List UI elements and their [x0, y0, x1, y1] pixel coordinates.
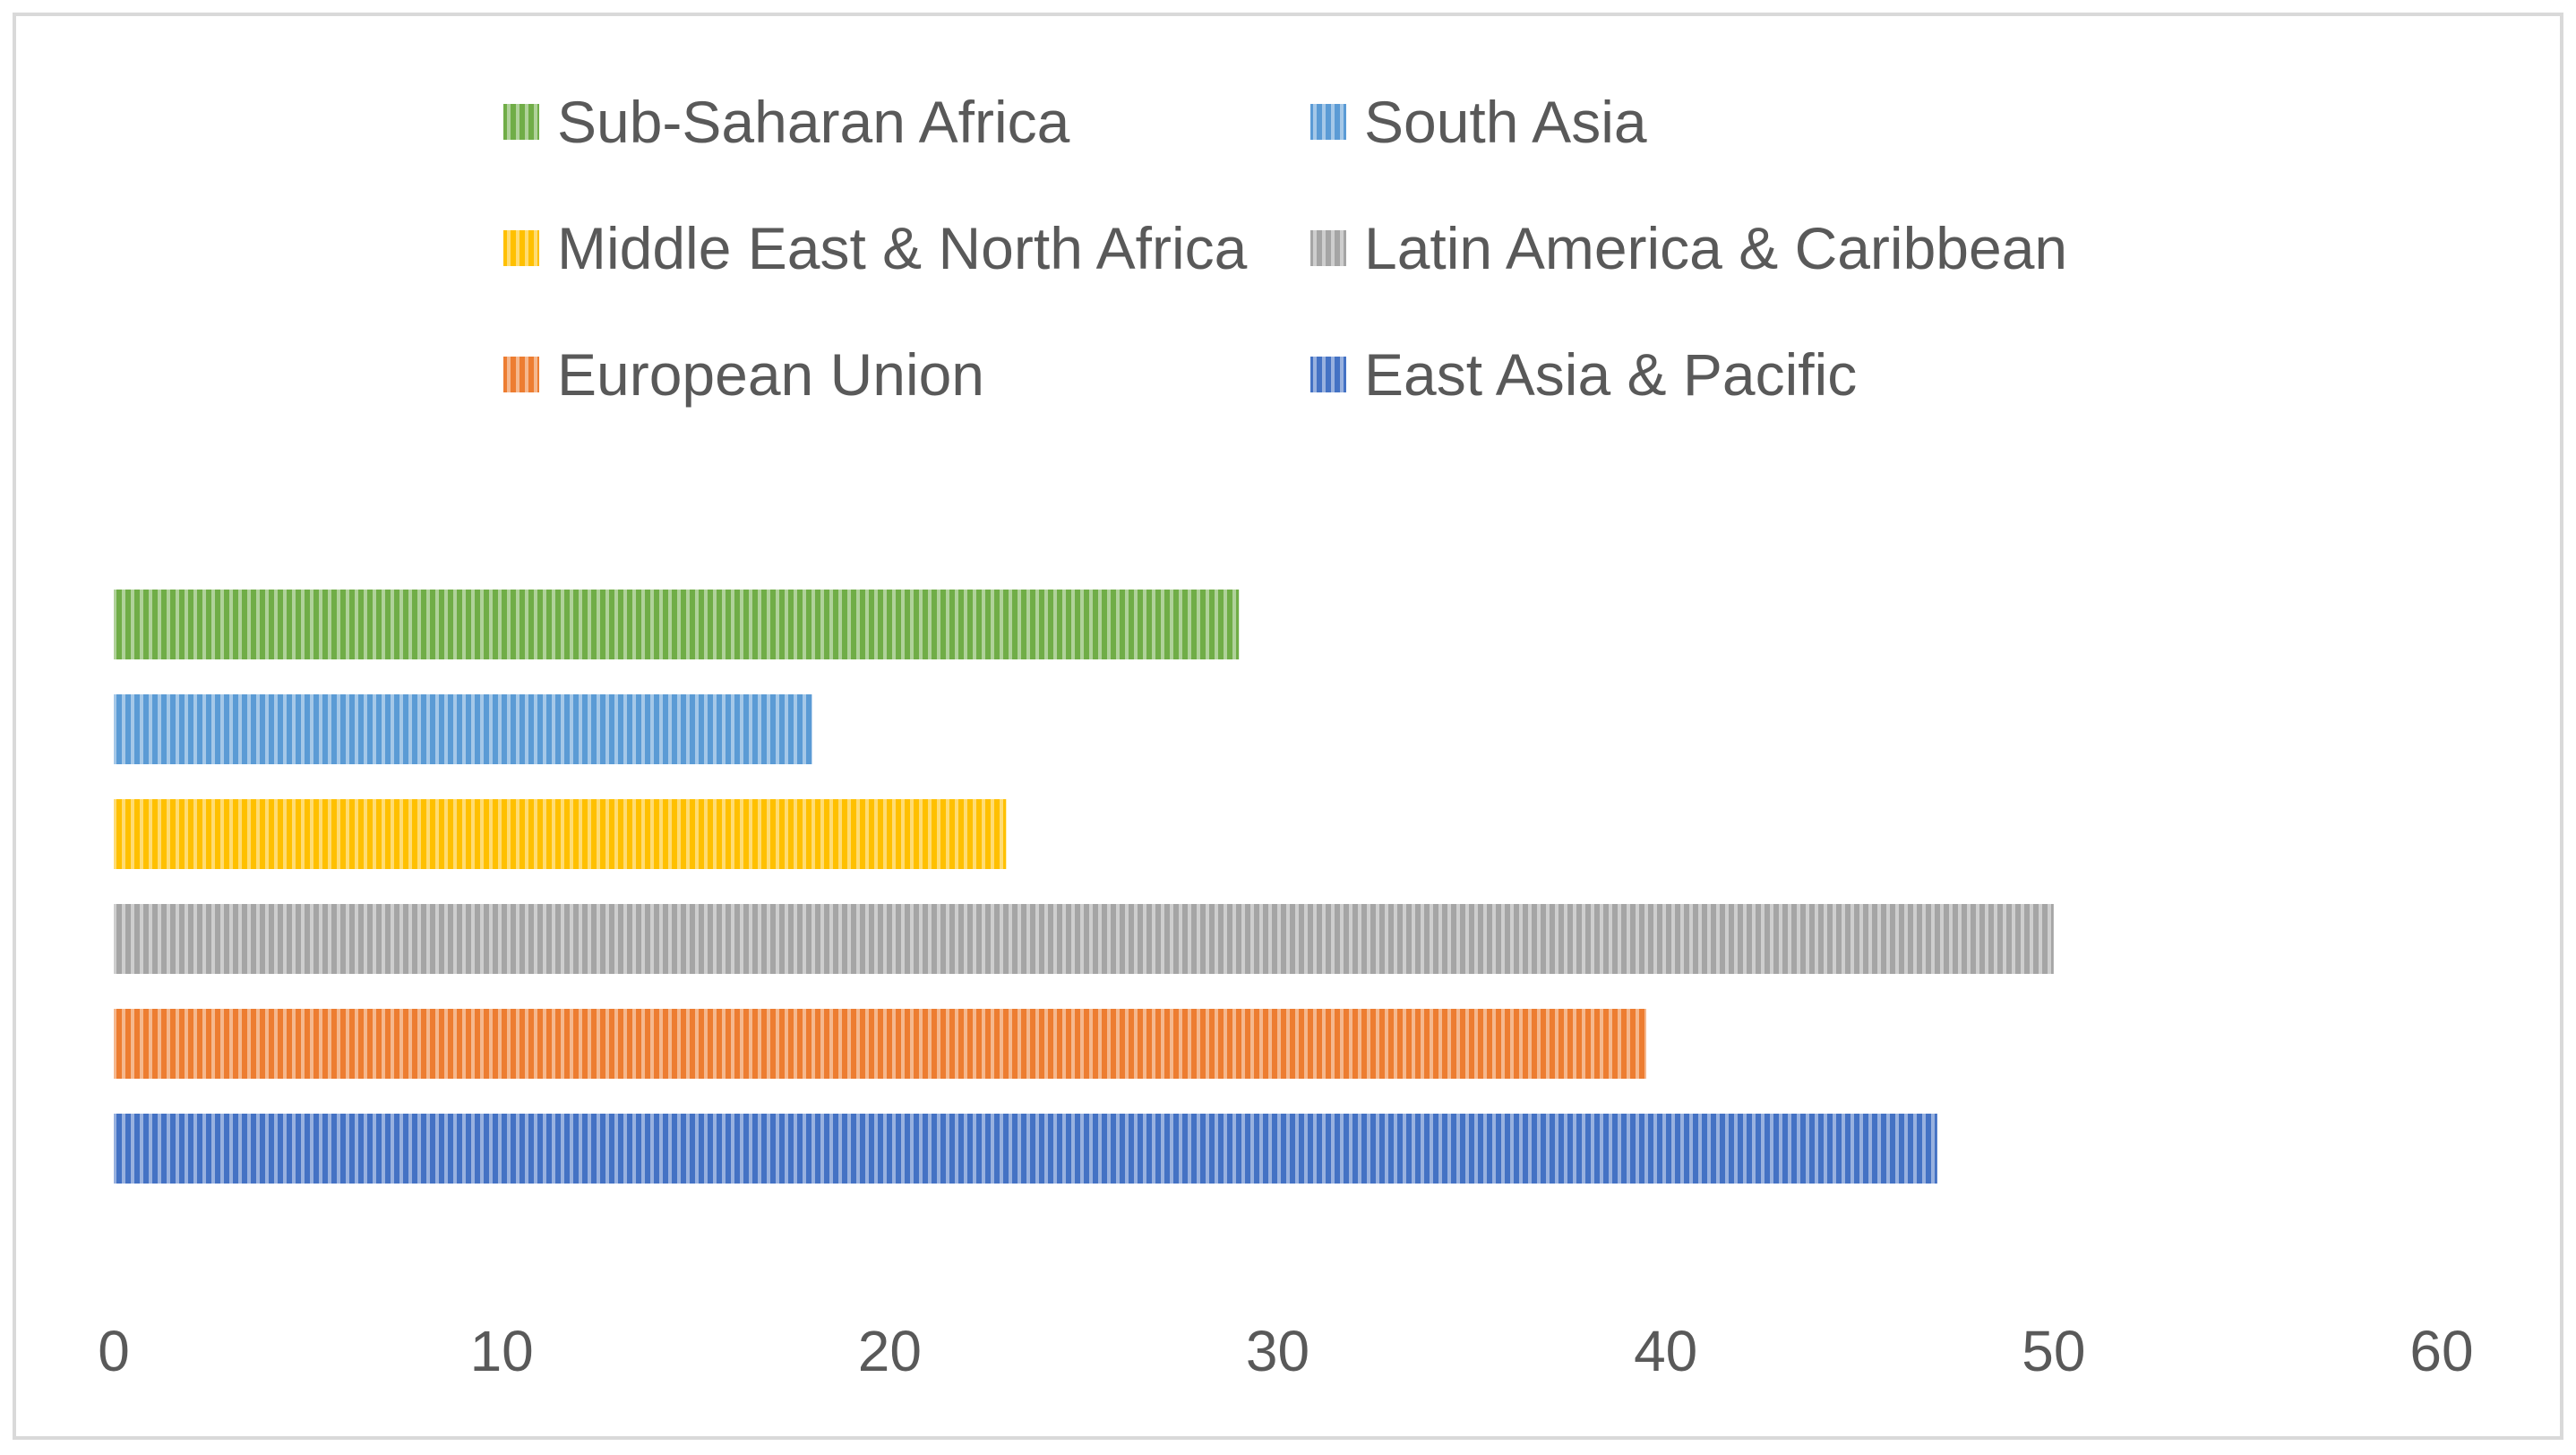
legend-label: South Asia: [1364, 89, 1647, 155]
legend: Sub-Saharan Africa South Asia Middle East …: [503, 89, 2067, 408]
x-tick-label: 20: [858, 1319, 922, 1383]
plot-area: [114, 590, 2054, 1184]
x-tick-label: 0: [98, 1319, 130, 1383]
legend-item-european-union: European Union: [503, 341, 984, 408]
legend-swatch: [1310, 357, 1346, 392]
bar-latin-america-and-caribbean: [114, 904, 2054, 974]
x-tick-label: 30: [1246, 1319, 1309, 1383]
legend-label: Sub-Saharan Africa: [557, 89, 1070, 155]
x-axis: 0 10 20 30 40 50 60: [98, 1319, 2473, 1383]
legend-item-latin-america-and-caribbean: Latin America & Caribbean: [1310, 215, 2067, 281]
x-tick-label: 40: [1634, 1319, 1697, 1383]
bar-middle-east-and-north-africa: [114, 799, 1007, 869]
bar-european-union: [114, 1009, 1647, 1079]
legend-label: European Union: [557, 341, 984, 408]
legend-swatch: [1310, 104, 1346, 140]
bar-east-asia-and-pacific: [114, 1114, 1937, 1184]
legend-item-middle-east-and-north-africa: Middle East & North Africa: [503, 215, 1248, 281]
x-tick-label: 60: [2409, 1319, 2473, 1383]
legend-swatch: [503, 104, 539, 140]
legend-label: Latin America & Caribbean: [1364, 215, 2067, 281]
legend-label: East Asia & Pacific: [1364, 341, 1857, 408]
bar-sub-saharan-africa: [114, 590, 1240, 659]
legend-swatch: [503, 357, 539, 392]
x-tick-label: 10: [470, 1319, 534, 1383]
legend-item-east-asia-and-pacific: East Asia & Pacific: [1310, 341, 1857, 408]
legend-swatch: [503, 230, 539, 266]
legend-item-sub-saharan-africa: Sub-Saharan Africa: [503, 89, 1070, 155]
bar-south-asia: [114, 694, 812, 764]
legend-item-south-asia: South Asia: [1310, 89, 1647, 155]
x-tick-label: 50: [2022, 1319, 2085, 1383]
legend-label: Middle East & North Africa: [557, 215, 1248, 281]
legend-swatch: [1310, 230, 1346, 266]
